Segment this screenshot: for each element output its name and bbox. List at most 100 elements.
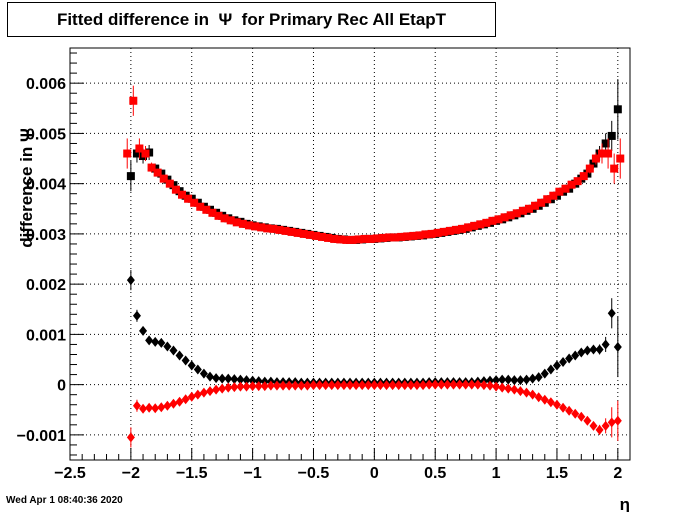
data-point — [552, 399, 561, 410]
chart-title: Fitted difference in Ψ for Primary Rec A… — [7, 2, 496, 37]
data-point — [297, 380, 306, 391]
data-point — [254, 376, 263, 387]
data-point — [382, 380, 391, 391]
data-point — [494, 215, 503, 224]
data-point — [589, 344, 598, 355]
data-point — [145, 402, 154, 413]
data-point — [595, 424, 604, 435]
data-point — [522, 387, 531, 398]
data-point — [145, 335, 154, 346]
data-point — [546, 397, 555, 408]
data-point — [135, 144, 144, 153]
data-point — [175, 396, 184, 407]
data-point — [169, 398, 178, 409]
data-point — [488, 216, 497, 225]
data-point — [571, 408, 580, 419]
data-point — [232, 218, 241, 227]
data-point — [336, 235, 345, 244]
x-tick-label-5: 0 — [370, 465, 379, 482]
x-tick-label-4: −0.5 — [298, 465, 330, 482]
data-point — [431, 379, 440, 390]
x-tick-label-0: −2.5 — [54, 465, 86, 482]
data-point — [299, 229, 308, 238]
data-point — [324, 233, 333, 242]
data-point — [193, 389, 202, 400]
data-point — [504, 374, 513, 385]
data-point — [333, 380, 342, 391]
data-point — [187, 360, 196, 371]
timestamp: Wed Apr 1 08:40:36 2020 — [6, 495, 123, 506]
data-point — [360, 234, 369, 243]
data-point — [433, 228, 442, 237]
data-point — [311, 231, 320, 240]
data-point — [403, 232, 412, 241]
data-point — [242, 381, 251, 392]
data-point — [585, 164, 594, 173]
y-tick-label-3: 0.002 — [26, 277, 66, 294]
data-point — [370, 380, 379, 391]
data-point — [272, 380, 281, 391]
data-point — [139, 325, 148, 336]
data-point — [540, 394, 549, 405]
x-tick-label-1: −2 — [122, 465, 140, 482]
data-point — [400, 380, 409, 391]
data-point — [206, 386, 214, 397]
data-point — [616, 154, 625, 163]
data-point — [132, 310, 141, 321]
data-point — [147, 163, 156, 172]
data-point — [498, 374, 507, 385]
data-point — [236, 381, 245, 392]
x-tick-label-6: 0.5 — [424, 465, 446, 482]
data-point — [214, 211, 223, 220]
data-point — [397, 232, 406, 241]
data-point — [476, 220, 485, 229]
data-point — [139, 403, 148, 414]
data-point — [458, 224, 466, 233]
x-tick-label-2: −1.5 — [176, 465, 208, 482]
data-point — [151, 403, 160, 414]
data-point — [257, 223, 266, 232]
data-point — [486, 380, 494, 391]
data-point — [577, 411, 586, 422]
data-point — [510, 375, 519, 386]
data-point — [565, 353, 574, 364]
data-point — [524, 204, 533, 213]
data-point — [394, 380, 403, 391]
data-point — [439, 227, 448, 236]
data-point — [498, 382, 507, 393]
data-point — [315, 380, 324, 391]
data-point — [348, 235, 357, 244]
data-point — [226, 216, 235, 225]
data-point — [522, 374, 531, 385]
data-point — [220, 214, 229, 223]
data-point — [437, 379, 446, 390]
data-point — [287, 227, 296, 236]
data-point — [230, 374, 239, 385]
x-tick-label-9: 2 — [613, 465, 622, 482]
data-point — [455, 379, 464, 390]
data-point — [244, 221, 253, 230]
data-point — [388, 380, 397, 391]
data-point — [218, 373, 227, 384]
data-point — [193, 364, 202, 375]
data-point — [275, 225, 284, 234]
data-point — [187, 391, 196, 402]
data-point — [212, 373, 221, 384]
data-point — [263, 224, 272, 233]
data-point — [516, 375, 525, 386]
data-point — [330, 234, 339, 243]
data-point — [339, 380, 348, 391]
data-point — [528, 373, 537, 384]
data-point — [159, 174, 168, 183]
data-point — [378, 233, 387, 242]
data-point — [598, 149, 606, 158]
data-point — [352, 380, 361, 391]
data-point — [248, 381, 257, 392]
data-point — [279, 380, 288, 391]
y-tick-label-2: 0.001 — [26, 327, 66, 344]
data-point — [208, 208, 217, 217]
data-point — [561, 184, 570, 193]
data-point — [567, 180, 576, 189]
data-point — [199, 368, 208, 379]
data-point — [559, 402, 568, 413]
